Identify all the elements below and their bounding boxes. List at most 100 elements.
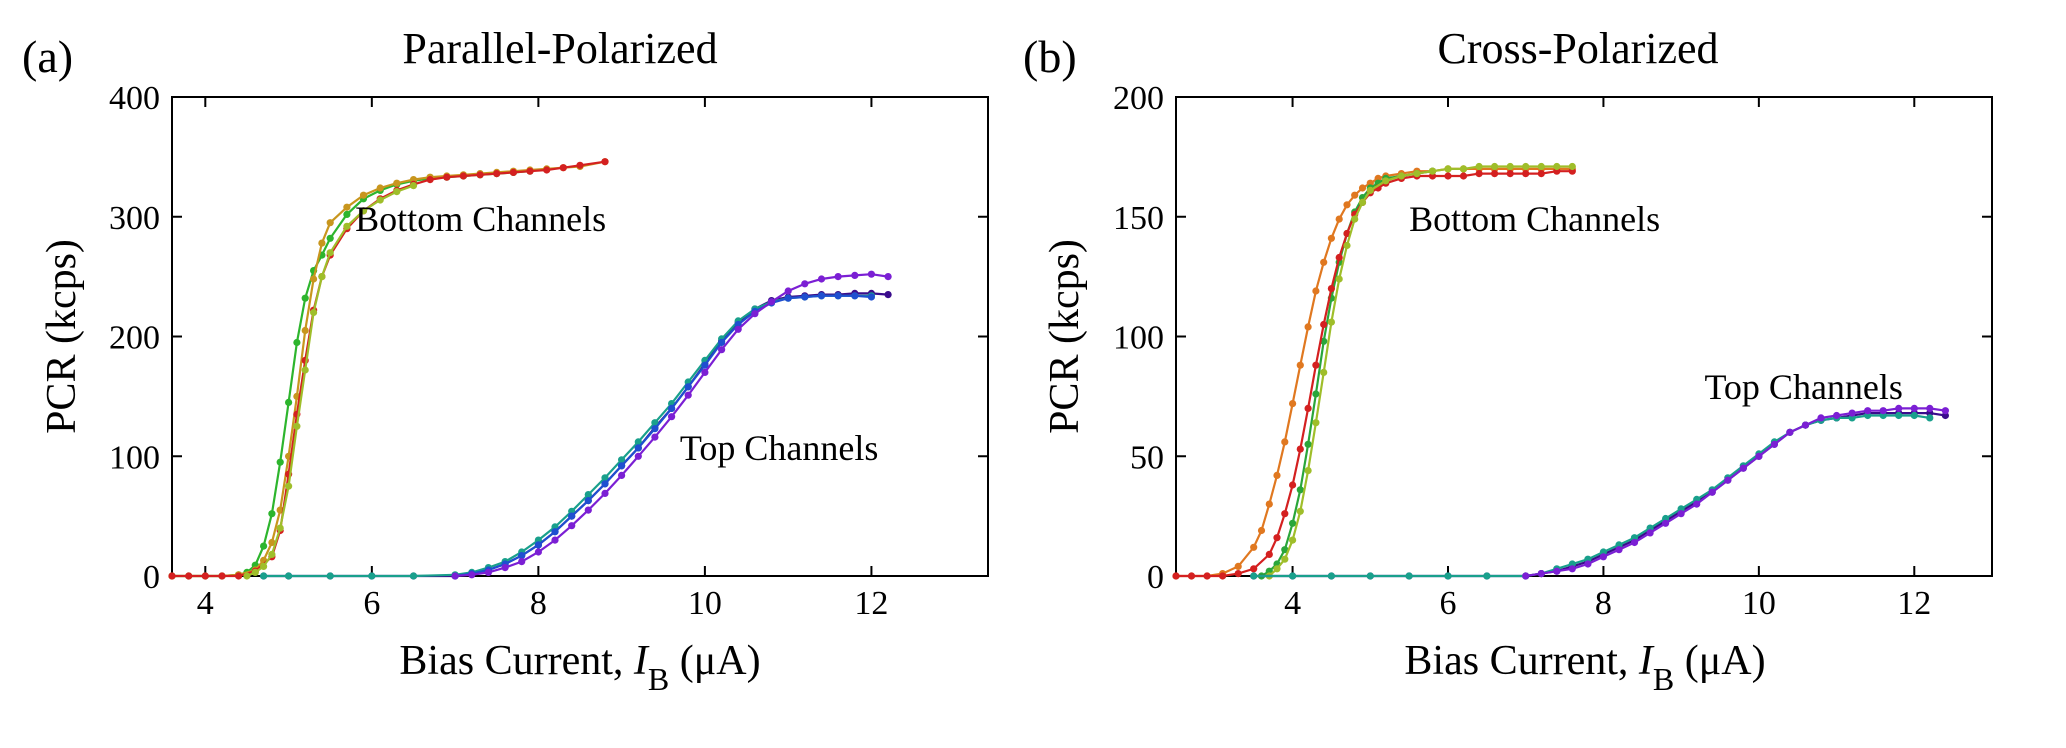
panel-a: (a) Parallel-Polarized 4 6 8 10 12 0 100 200 300 40…	[22, 24, 989, 697]
data-point	[1599, 553, 1607, 561]
data-point	[534, 541, 543, 549]
data-point	[684, 391, 692, 399]
data-point	[668, 413, 676, 421]
data-point	[1320, 258, 1328, 266]
data-point	[1848, 409, 1856, 417]
y-tick-label: 0	[143, 559, 160, 596]
x-label-variable: I	[1638, 638, 1655, 684]
data-point	[1312, 361, 1320, 369]
data-point	[285, 482, 293, 490]
data-point	[1491, 162, 1499, 171]
series-line	[246, 184, 414, 578]
data-point	[817, 292, 826, 300]
data-point	[1895, 411, 1903, 420]
data-point	[751, 310, 759, 318]
data-point	[1739, 464, 1747, 472]
data-point	[1724, 476, 1732, 484]
data-point	[568, 512, 576, 520]
data-point	[285, 398, 293, 406]
data-point	[1358, 184, 1367, 192]
data-point	[1296, 486, 1304, 494]
data-point	[285, 572, 293, 580]
data-point	[1662, 519, 1670, 527]
data-point	[801, 293, 809, 301]
y-tick-label: 100	[1113, 320, 1164, 357]
data-point	[1343, 229, 1351, 238]
data-point	[451, 572, 459, 580]
x-tick-label: 6	[363, 585, 380, 622]
x-tick-label: 12	[854, 585, 888, 622]
y-tick-label: 100	[109, 439, 160, 476]
data-point	[1864, 407, 1872, 415]
data-point	[501, 564, 509, 572]
data-point	[268, 510, 276, 518]
data-point	[1273, 565, 1281, 573]
data-point	[1630, 538, 1639, 547]
data-point	[1296, 507, 1304, 515]
data-point	[293, 338, 301, 347]
data-point	[1281, 510, 1289, 518]
data-point	[1786, 428, 1794, 436]
data-point	[1257, 526, 1266, 535]
data-point	[1475, 170, 1483, 178]
data-point	[1281, 555, 1289, 563]
data-point	[1351, 191, 1359, 199]
data-point	[784, 287, 792, 295]
data-point	[834, 292, 842, 300]
series-line	[1525, 407, 1946, 578]
data-point	[1289, 536, 1297, 544]
data-point	[276, 524, 284, 532]
data-point	[1817, 414, 1825, 422]
data-point	[1405, 572, 1413, 580]
data-point	[476, 171, 484, 179]
series-top-2	[1250, 411, 1934, 580]
data-point	[1250, 565, 1258, 573]
x-tick-label: 4	[197, 585, 214, 622]
data-point	[409, 572, 418, 580]
data-point	[376, 196, 384, 204]
data-point	[1335, 275, 1343, 283]
data-point	[559, 164, 567, 172]
data-point	[343, 222, 351, 230]
data-point	[1296, 361, 1304, 369]
data-point	[1693, 500, 1701, 508]
data-point	[1289, 481, 1297, 489]
data-point	[551, 528, 559, 536]
data-point	[359, 191, 368, 199]
data-point	[634, 452, 642, 460]
data-point	[684, 383, 692, 391]
data-point	[1483, 572, 1491, 580]
data-point	[1327, 572, 1335, 580]
data-point	[276, 458, 284, 466]
data-point	[1265, 500, 1273, 508]
data-point	[601, 480, 609, 488]
data-point	[601, 489, 609, 497]
data-point	[1172, 572, 1180, 580]
data-point	[1553, 162, 1561, 171]
data-point	[1444, 165, 1452, 173]
annotation-label: Top Channels	[680, 428, 878, 468]
data-point	[801, 280, 809, 288]
data-point	[1343, 201, 1351, 209]
data-point	[1506, 162, 1514, 171]
data-point	[1833, 411, 1841, 420]
data-point	[1265, 550, 1273, 559]
data-point	[1491, 170, 1499, 178]
data-point	[1646, 529, 1654, 537]
data-point	[718, 346, 726, 354]
series-line	[1253, 414, 1930, 578]
data-point	[718, 338, 726, 347]
annotation-label: Bottom Channels	[1409, 199, 1660, 239]
data-point	[1289, 400, 1297, 408]
data-point	[1281, 438, 1289, 446]
data-point	[1413, 170, 1421, 178]
annotation-label: Bottom Channels	[355, 199, 606, 239]
x-tick-label: 8	[1595, 585, 1612, 622]
data-point	[651, 419, 659, 427]
data-point	[1289, 519, 1297, 527]
data-point	[268, 550, 276, 559]
data-point	[584, 506, 592, 514]
data-point	[1187, 572, 1196, 580]
data-point	[1327, 285, 1335, 293]
x-label-prefix: Bias Current,	[1404, 638, 1638, 684]
